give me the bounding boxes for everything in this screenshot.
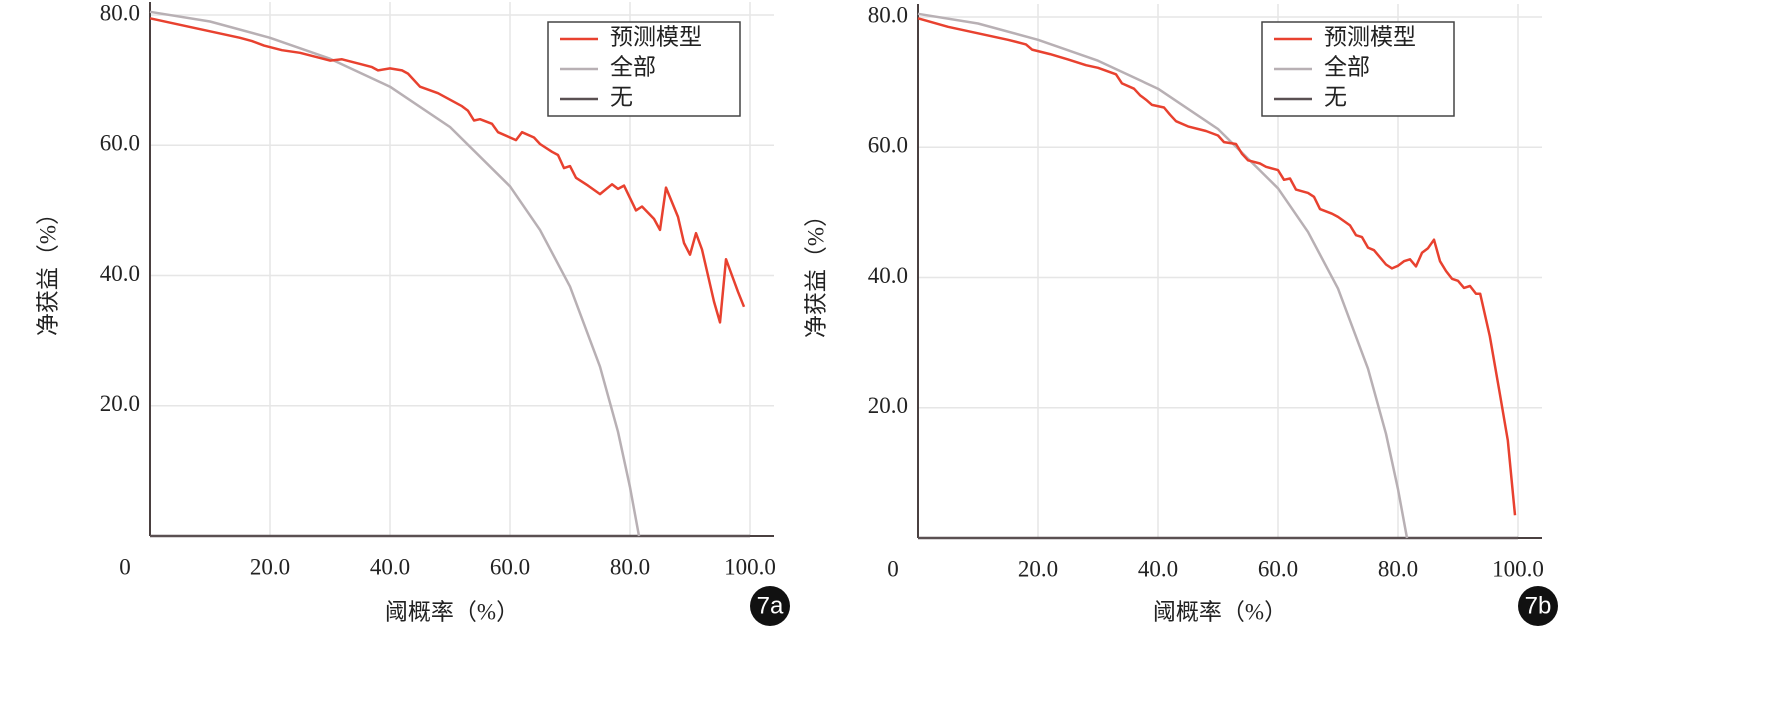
panel-label: 7b bbox=[1525, 592, 1552, 619]
legend-label: 全部 bbox=[610, 54, 656, 79]
y-tick-label: 40.0 bbox=[868, 263, 908, 288]
series-line bbox=[917, 12, 1409, 539]
x-tick-label: 40.0 bbox=[370, 554, 410, 579]
panel-badge bbox=[1518, 586, 1558, 626]
legend-label: 预测模型 bbox=[610, 24, 702, 49]
series-line bbox=[917, 17, 1517, 516]
x-tick-label: 40.0 bbox=[1138, 556, 1178, 581]
panel-badge bbox=[750, 586, 790, 626]
panel-label: 7a bbox=[757, 592, 784, 619]
x-tick-label: 20.0 bbox=[1018, 556, 1058, 581]
origin-tick-label: 0 bbox=[887, 556, 899, 581]
y-axis-label: 净获益（%） bbox=[35, 202, 60, 336]
x-tick-label: 20.0 bbox=[250, 554, 290, 579]
y-tick-label: 80.0 bbox=[868, 2, 908, 27]
legend-label: 预测模型 bbox=[1324, 24, 1416, 49]
y-tick-label: 80.0 bbox=[100, 0, 140, 25]
legend-label: 全部 bbox=[1324, 54, 1370, 79]
series-line bbox=[149, 10, 641, 537]
legend-label: 无 bbox=[1324, 84, 1347, 109]
y-tick-label: 20.0 bbox=[868, 393, 908, 418]
y-tick-label: 20.0 bbox=[100, 391, 140, 416]
x-tick-label: 80.0 bbox=[610, 554, 650, 579]
y-axis-label: 净获益（%） bbox=[803, 204, 828, 338]
legend-label: 无 bbox=[610, 84, 633, 109]
series-line bbox=[149, 17, 746, 324]
x-tick-label: 100.0 bbox=[1492, 556, 1544, 581]
y-tick-label: 60.0 bbox=[100, 131, 140, 156]
x-axis-label: 阈概率（%） bbox=[1153, 599, 1287, 624]
x-axis-label: 阈概率（%） bbox=[385, 599, 519, 624]
x-tick-label: 80.0 bbox=[1378, 556, 1418, 581]
y-tick-label: 40.0 bbox=[100, 261, 140, 286]
y-tick-label: 60.0 bbox=[868, 133, 908, 158]
origin-tick-label: 0 bbox=[119, 554, 131, 579]
x-tick-label: 60.0 bbox=[1258, 556, 1298, 581]
x-tick-label: 60.0 bbox=[490, 554, 530, 579]
x-tick-label: 100.0 bbox=[724, 554, 776, 579]
